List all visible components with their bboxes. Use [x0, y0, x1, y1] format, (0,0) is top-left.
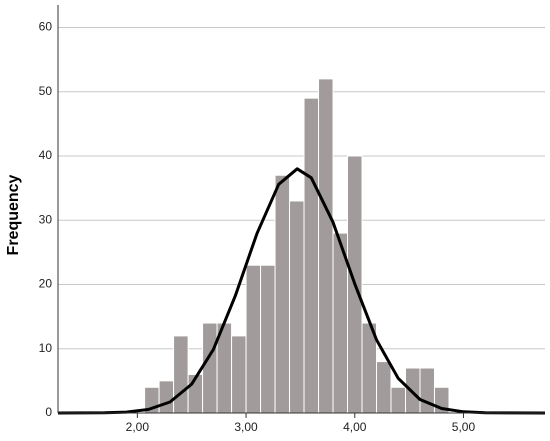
bar [390, 386, 406, 414]
x-tick-label: 2,00 [126, 420, 150, 434]
y-tick-label: 0 [45, 405, 52, 419]
x-tick-label: 5,00 [452, 420, 476, 434]
y-tick-label: 20 [39, 277, 53, 291]
y-axis-label: Frequency [5, 174, 22, 255]
bar [376, 361, 392, 414]
y-tick-label: 60 [39, 20, 53, 34]
bar [158, 380, 175, 414]
bar [260, 264, 276, 414]
bar [231, 335, 247, 414]
bar [303, 97, 320, 414]
y-tick-label: 40 [39, 148, 53, 162]
x-tick-label: 4,00 [343, 420, 367, 434]
normal-curve [57, 167, 546, 415]
bar [289, 200, 305, 414]
bar [245, 264, 262, 414]
y-tick-label: 50 [39, 84, 53, 98]
y-tick-label: 10 [39, 341, 53, 355]
bar [173, 335, 189, 414]
bar [419, 367, 435, 414]
bar [202, 322, 218, 414]
y-tick-label: 30 [39, 212, 53, 226]
bar [318, 78, 334, 414]
bar [274, 174, 291, 414]
x-tick-label: 3,00 [234, 420, 258, 434]
